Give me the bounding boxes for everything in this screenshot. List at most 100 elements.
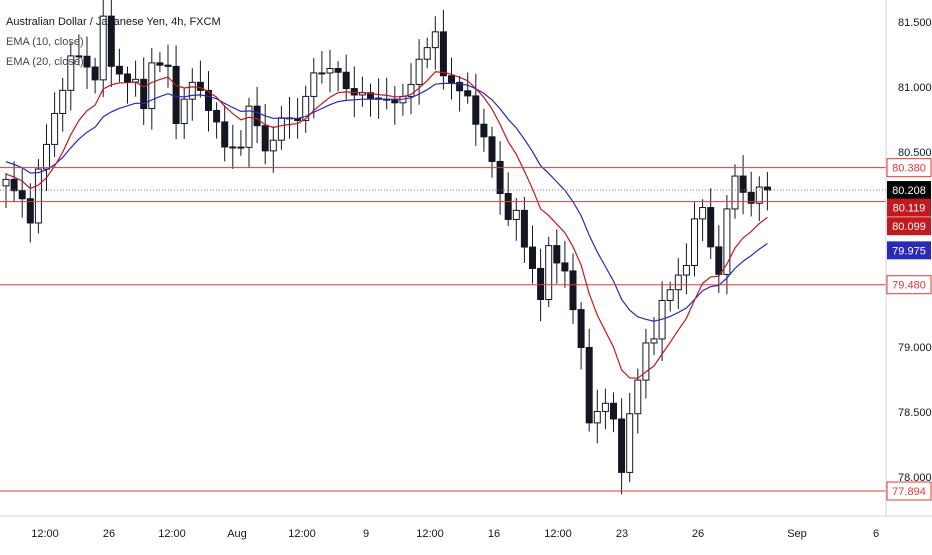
- candle-down: [10, 178, 18, 192]
- candle-up: [51, 112, 59, 145]
- x-tick-label: 12:00: [416, 528, 444, 540]
- candle-up: [512, 209, 520, 220]
- candle-up: [650, 338, 658, 344]
- price-badge: [887, 181, 931, 200]
- price-badge: [887, 241, 931, 260]
- price-badge-label: 79.975: [892, 245, 926, 257]
- candle-down: [318, 72, 326, 75]
- candle-up: [310, 72, 318, 97]
- candle-down: [529, 246, 536, 269]
- level-badge: [886, 158, 932, 178]
- candle-down: [124, 73, 131, 83]
- candle-up: [674, 274, 682, 291]
- candle-up: [59, 89, 67, 114]
- price-badge: [887, 217, 931, 236]
- candle-down: [537, 267, 545, 301]
- candle-down: [342, 71, 350, 90]
- candle-up: [34, 168, 42, 224]
- candle-up: [642, 342, 650, 381]
- chart-title: Australian Dollar / Japanese Yen, 4h, FX…: [6, 16, 221, 28]
- candle-up: [180, 98, 188, 124]
- level-badge: [886, 481, 932, 501]
- candle-up: [2, 178, 10, 187]
- x-tick-label: 12:00: [544, 528, 572, 540]
- candle-up: [302, 95, 310, 121]
- candle-up: [731, 175, 739, 210]
- candle-down: [18, 190, 26, 200]
- level-badge-label: 79.480: [892, 280, 926, 292]
- candle-up: [277, 117, 285, 141]
- candle-up: [423, 47, 431, 60]
- x-tick-label: 23: [616, 528, 628, 540]
- candle-up: [99, 15, 107, 81]
- x-tick-label: 26: [692, 528, 704, 540]
- price-badge-label: 80.099: [892, 221, 926, 233]
- candle-up: [188, 81, 196, 100]
- candle-down: [213, 109, 221, 123]
- candle-down: [156, 62, 164, 66]
- candle-up: [666, 289, 674, 302]
- x-tick-label: 26: [103, 528, 115, 540]
- candle-up: [682, 264, 690, 276]
- legend-ema20[interactable]: EMA (20, close): [6, 56, 84, 68]
- candle-down: [585, 346, 593, 424]
- level-badge: [886, 275, 932, 295]
- candle-down: [229, 146, 237, 149]
- candle-up: [699, 207, 707, 220]
- candle-down: [83, 55, 91, 68]
- legend-ema10[interactable]: EMA (10, close): [6, 36, 84, 48]
- candle-up: [755, 186, 763, 204]
- price-badge-label: 80.208: [892, 185, 926, 197]
- candle-down: [610, 402, 617, 420]
- candle-down: [747, 191, 755, 204]
- candle-down: [464, 90, 472, 97]
- candle-down: [164, 64, 172, 67]
- candle-down: [763, 186, 771, 191]
- candle-down: [448, 75, 455, 83]
- candle-down: [367, 92, 374, 99]
- candle-down: [739, 175, 747, 193]
- candle-down: [496, 160, 504, 195]
- x-tick-label: 12:00: [31, 528, 59, 540]
- candle-down: [261, 125, 269, 152]
- candle-down: [480, 123, 488, 138]
- ema10-line: [5, 71, 768, 379]
- candle-down: [26, 198, 34, 224]
- candle-up: [691, 218, 698, 266]
- candle-up: [67, 55, 75, 91]
- candle-down: [561, 262, 569, 272]
- candle-up: [245, 105, 253, 148]
- candle-down: [253, 105, 261, 127]
- candle-up: [326, 68, 334, 74]
- candle-down: [618, 418, 626, 473]
- price-badge: [887, 198, 931, 217]
- candle-down: [172, 65, 180, 124]
- price-badge-label: 80.119: [893, 203, 926, 215]
- y-tick-label: 78.500: [898, 407, 932, 419]
- x-tick-label: 12:00: [288, 528, 316, 540]
- level-badge-label: 77.894: [892, 486, 926, 498]
- candle-up: [269, 139, 277, 152]
- candle-down: [715, 246, 723, 275]
- candle-down: [196, 81, 204, 91]
- candle-down: [707, 207, 715, 248]
- y-tick-label: 79.000: [898, 342, 932, 354]
- candle-down: [488, 136, 496, 162]
- candle-down: [221, 121, 229, 148]
- candle-up: [626, 413, 634, 473]
- x-tick-label: 16: [488, 528, 500, 540]
- candle-down: [569, 270, 577, 311]
- chart-legend: Australian Dollar / Japanese Yen, 4h, FX…: [6, 12, 221, 72]
- y-tick-label: 81.000: [898, 82, 932, 94]
- candle-down: [115, 65, 123, 75]
- candle-down: [577, 309, 585, 348]
- x-tick-label: Aug: [227, 528, 247, 540]
- candle-down: [140, 78, 148, 110]
- candle-down: [472, 95, 480, 125]
- candle-up: [634, 379, 642, 415]
- x-tick-label: 6: [873, 528, 879, 540]
- candle-up: [601, 402, 609, 413]
- candle-up: [593, 411, 601, 424]
